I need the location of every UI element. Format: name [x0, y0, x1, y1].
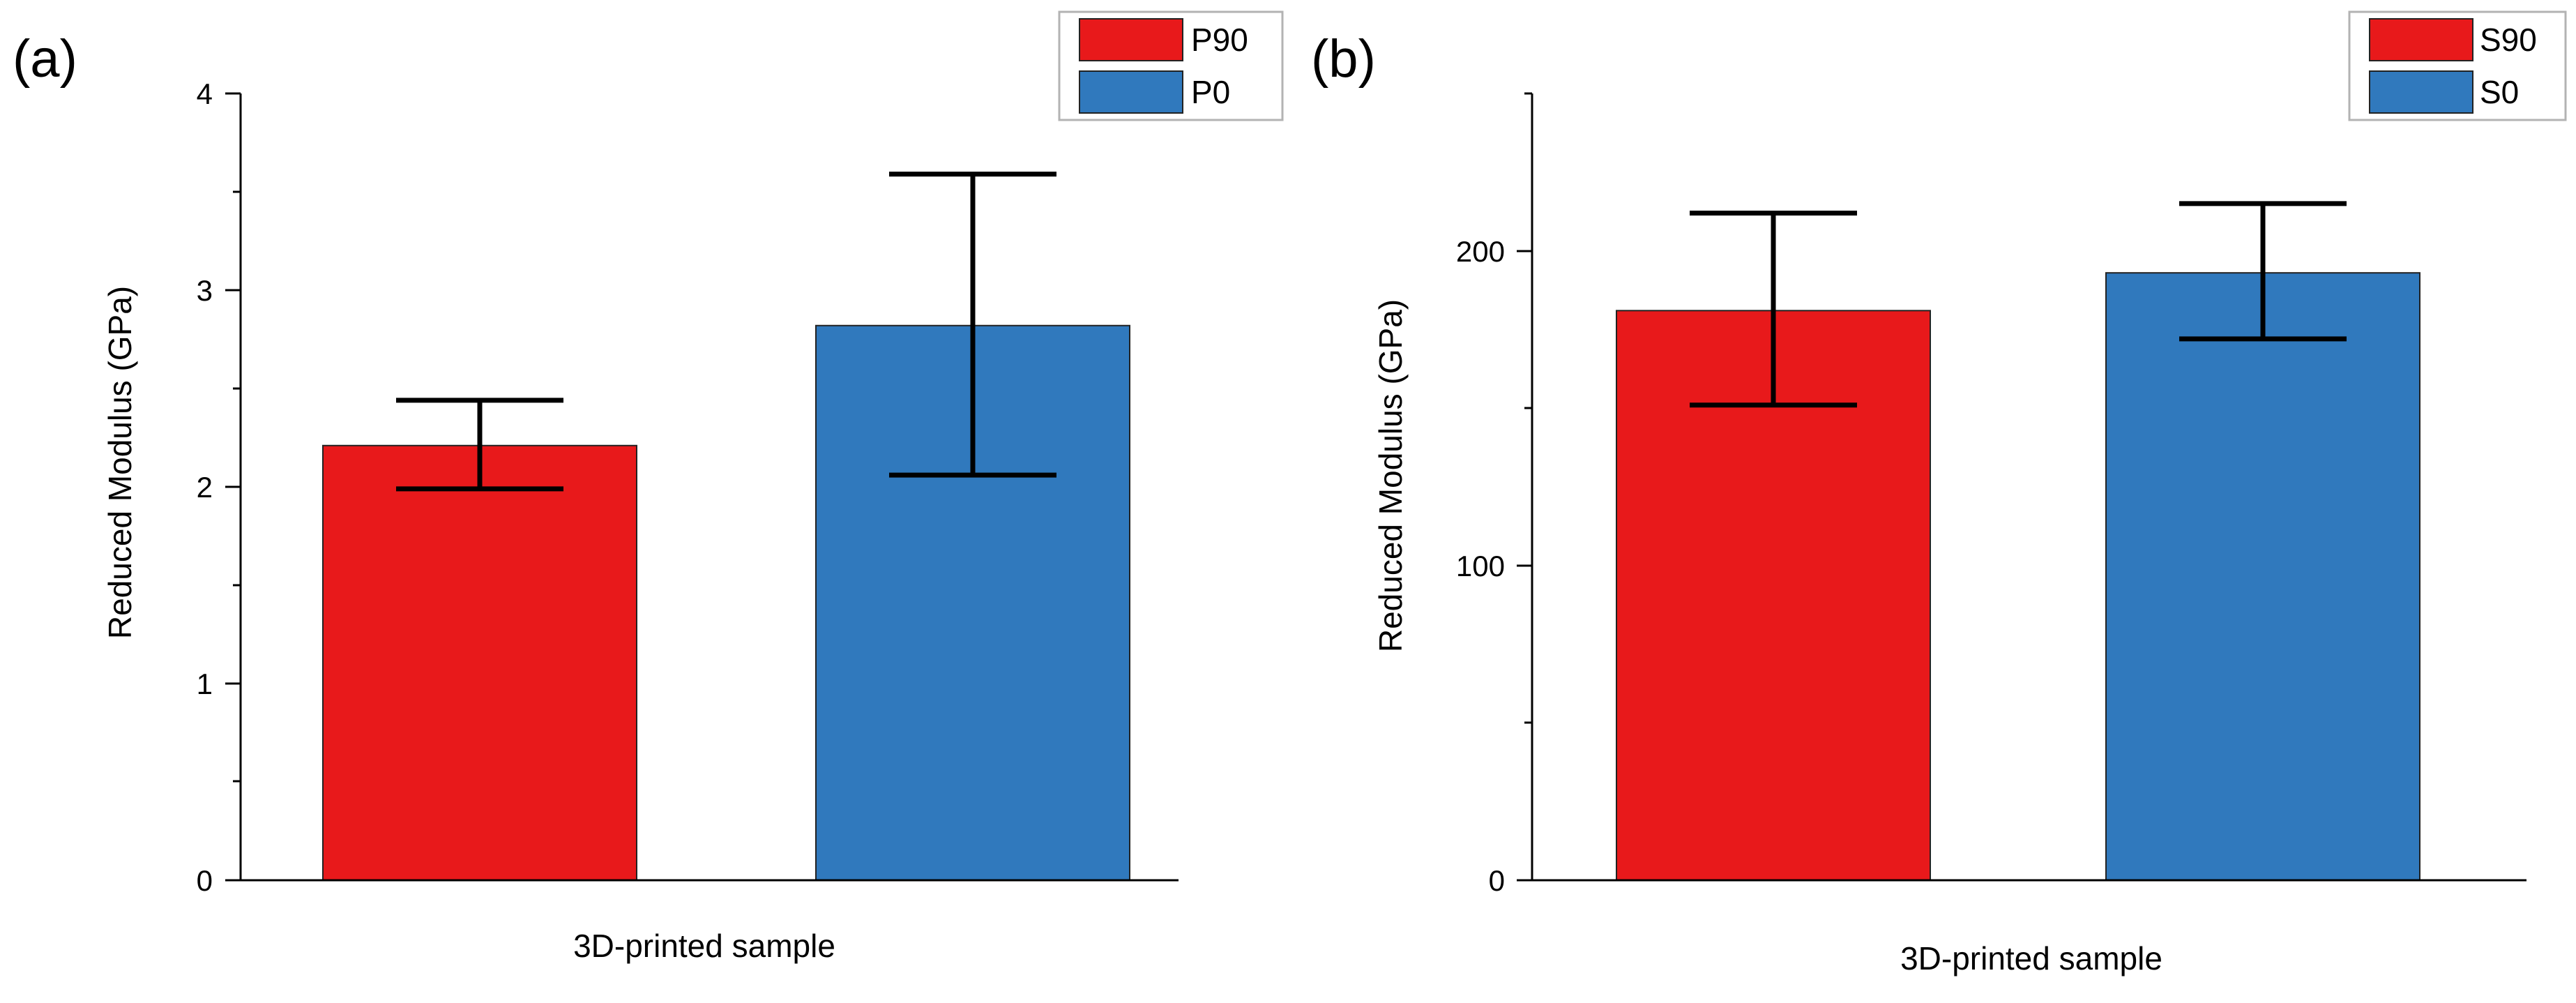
- legend-swatch-p90: [1079, 18, 1183, 61]
- chart-b-marks: [1616, 201, 2420, 881]
- error-bar-s0: [2179, 201, 2347, 342]
- bar-p90: [322, 444, 637, 881]
- y-tick-1-a: 1: [197, 584, 241, 700]
- legend-label-p90: P90: [1191, 22, 1248, 58]
- legend-b: S90 S0: [2348, 10, 2567, 121]
- y-tick-0-b: 0: [1489, 721, 1532, 897]
- chart-a: (a) Reduced Modulus (GPa) 3D-printed sam…: [13, 10, 1284, 964]
- chart-b: (b) Reduced Modulus (GPa) 3D-printed sam…: [1311, 10, 2567, 976]
- bar-s0: [2105, 272, 2420, 881]
- y-axis-label-a: Reduced Modulus (GPa): [102, 286, 138, 639]
- y-tick-label: 200: [1456, 235, 1505, 268]
- error-bar-s90: [1690, 210, 1857, 408]
- y-tick-100-b: 100: [1456, 407, 1532, 582]
- legend-label-p0: P0: [1191, 74, 1230, 110]
- y-tick-label: 1: [197, 668, 213, 700]
- chart-a-marks: [322, 172, 1130, 881]
- x-axis-label-a: 3D-printed sample: [573, 928, 835, 964]
- y-tick-200-b: 200: [1456, 92, 1532, 268]
- legend-swatch-s0: [2369, 70, 2473, 114]
- y-tick-label: 3: [197, 274, 213, 307]
- legend-label-s0: S0: [2480, 74, 2519, 110]
- y-tick-label: 100: [1456, 550, 1505, 582]
- y-tick-2-a: 2: [197, 387, 241, 504]
- y-tick-3-a: 3: [197, 190, 241, 307]
- legend-swatch-p0: [1079, 70, 1183, 114]
- panel-label-a: (a): [13, 29, 77, 89]
- y-tick-label: 0: [197, 864, 213, 897]
- y-tick-label: 4: [197, 77, 213, 110]
- error-bar-p0: [889, 172, 1056, 478]
- y-tick-label: 2: [197, 471, 213, 504]
- error-bar-p90: [396, 398, 563, 492]
- legend-swatch-s90: [2369, 18, 2473, 61]
- legend-a: P90 P0: [1058, 10, 1284, 121]
- legend-label-s90: S90: [2480, 22, 2537, 58]
- y-tick-4-a: 4: [197, 77, 241, 110]
- y-axis-label-b: Reduced Modulus (GPa): [1372, 299, 1409, 652]
- y-tick-0-a: 0: [197, 780, 241, 897]
- panel-label-b: (b): [1311, 29, 1376, 89]
- x-axis-label-b: 3D-printed sample: [1900, 940, 2162, 976]
- y-tick-label: 0: [1489, 864, 1505, 897]
